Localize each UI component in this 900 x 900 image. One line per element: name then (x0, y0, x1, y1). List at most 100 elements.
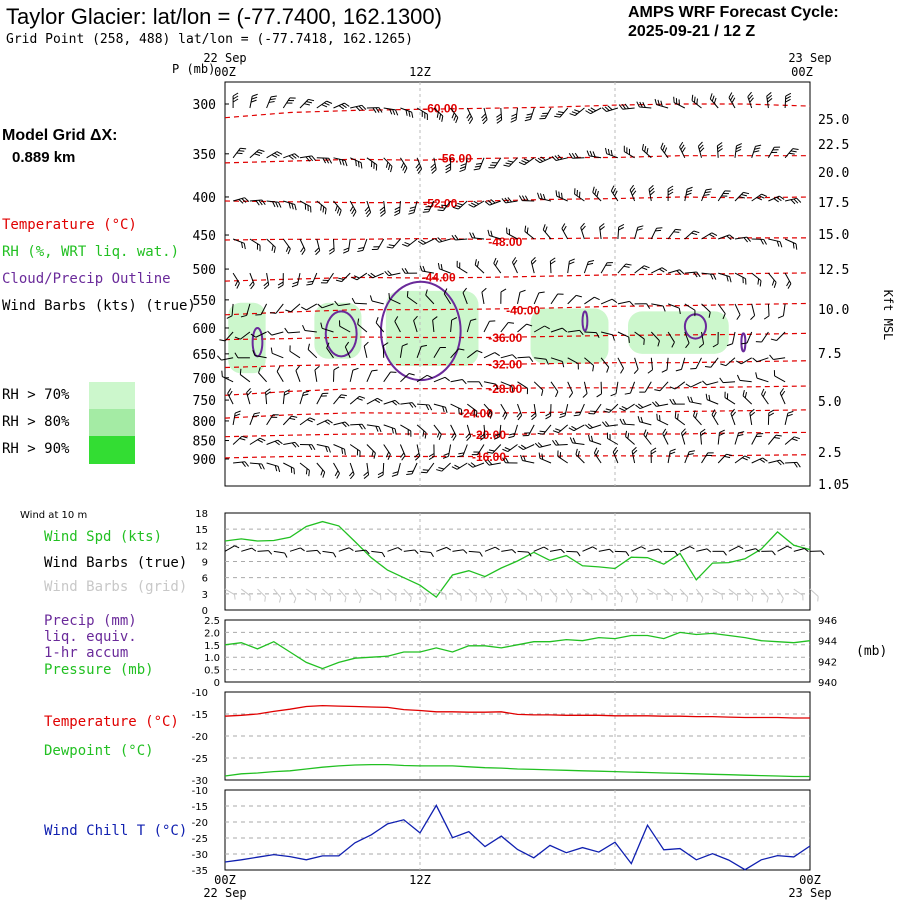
xs-wind-barb-staff (258, 372, 267, 383)
xs-wind-barb-flag (610, 185, 615, 192)
isotherm-label-6: -36.00 (488, 331, 522, 345)
grid-point-label: Grid Point (258, 488) lat/lon = (-77.741… (6, 32, 413, 47)
xs-wind-barb (518, 444, 535, 451)
xs-wind-barb (301, 303, 318, 311)
xs-wind-barb (384, 270, 401, 277)
xs-wind-barb-flag (232, 92, 239, 97)
xs-wind-barb-staff (333, 238, 335, 252)
xs-wind-barb-flag (415, 163, 420, 169)
xs-wind-barb-flag (762, 457, 768, 462)
xs-wind-barb-flag (769, 354, 774, 360)
legend-wind-chill: Wind Chill T (°C) (44, 823, 188, 839)
xs-wind-barb-flag (726, 393, 729, 400)
xs-wind-barb-flag (351, 276, 358, 281)
model-grid-value: 0.889 km (12, 149, 76, 166)
xs-wind-barb-flag (308, 444, 313, 450)
xs-wind-barb-staff (466, 320, 472, 333)
xs-wind-barb-staff (701, 452, 709, 464)
xs-wind-barb-staff (349, 157, 362, 164)
xs-wind-barb (400, 107, 414, 118)
xs-wind-barb-staff (240, 331, 251, 340)
xs-wind-barb (422, 200, 435, 213)
xs-wind-barb-staff (722, 381, 736, 384)
xs-wind-barb-flag (232, 95, 239, 100)
xs-wind-barb-flag (649, 190, 655, 196)
xs-wind-barb-flag (508, 435, 515, 439)
xs-wind-barb-staff (266, 462, 279, 467)
xs-wind-barb-flag (685, 192, 692, 196)
xs-wind-barb-flag (470, 318, 477, 321)
sfc-wind-barb-grid-flag (540, 596, 543, 602)
windchill-plot-frame (224, 789, 811, 871)
xs-wind-barb-staff (717, 190, 726, 202)
xs-wind-barb-flag (271, 95, 277, 98)
xs-wind-barb-flag (558, 111, 564, 114)
xs-wind-barb-staff (768, 272, 777, 283)
xs-wind-barb (433, 424, 442, 440)
xs-wind-barb-flag (302, 393, 309, 396)
xs-wind-barb-flag (284, 389, 291, 393)
xs-wind-barb-flag (320, 282, 327, 284)
xs-wind-barb-flag (773, 198, 779, 203)
xs-wind-barb-flag (531, 415, 537, 421)
xs-wind-barb-staff (441, 462, 451, 472)
xs-wind-barb (751, 457, 768, 464)
xs-wind-barb (667, 331, 675, 348)
sfc-wind-barb-grid (614, 588, 623, 603)
xs-wind-barb (500, 381, 514, 393)
xs-wind-barb-flag (604, 421, 610, 427)
sfc-wind-barb-true-flag (787, 545, 792, 549)
xs-wind-barb (603, 403, 619, 413)
xs-wind-barb (484, 459, 501, 466)
xs-wind-barb (567, 258, 575, 274)
xs-wind-barb-staff (314, 369, 318, 382)
xs-wind-barb-flag (779, 388, 784, 394)
legend-temperature: Temperature (°C) (2, 217, 137, 233)
xs-wind-barb-flag (681, 428, 686, 434)
xs-wind-barb-flag (726, 453, 733, 456)
xs-wind-barb (282, 389, 291, 405)
xs-wind-barb-flag (675, 98, 678, 104)
xs-wind-barb-staff (600, 357, 610, 368)
xs-wind-barb (761, 388, 769, 405)
xs-wind-barb-staff (422, 238, 435, 245)
xs-wind-barb (785, 461, 801, 468)
xs-wind-barb-staff (590, 107, 602, 115)
xs-wind-barb-flag (445, 166, 451, 171)
xs-wind-barb-flag (307, 205, 309, 212)
sfc-wind-barb-grid-flag (802, 595, 804, 601)
isotherm-line-0 (224, 103, 811, 119)
xs-wind-barb-flag (541, 390, 544, 396)
xs-wind-barb (654, 98, 669, 109)
xs-wind-barb-staff (483, 403, 493, 414)
xs-wind-barb-flag (786, 413, 793, 417)
xs-wind-barb (717, 453, 733, 464)
xs-wind-barb-flag (301, 249, 306, 255)
xs-wind-barb (299, 98, 315, 109)
sfc-wind-barb-true-staff (517, 550, 529, 553)
xs-wind-barb-flag (747, 91, 752, 97)
xs-wind-barb-flag (639, 101, 643, 108)
xs-wind-barb-flag (502, 457, 506, 464)
xs-wind-barb-flag (334, 470, 339, 477)
xs-wind-barb-flag (338, 105, 345, 110)
xs-wind-barb-staff (782, 303, 786, 316)
xs-wind-barb (520, 454, 535, 464)
xs-wind-barb-flag (335, 279, 342, 283)
xs-wind-barb-staff (349, 462, 355, 475)
xs-wind-barb-staff (388, 272, 401, 277)
xs-wind-barb-flag (577, 450, 580, 457)
xs-wind-barb-staff (316, 238, 321, 251)
xs-wind-barb (557, 450, 568, 464)
sfc-wind-barb-true-staff (403, 549, 415, 552)
xs-wind-barb-flag (726, 343, 733, 347)
xs-wind-barb (445, 157, 452, 174)
xs-wind-barb (266, 95, 277, 109)
sfc-wind-barb-true-flag (234, 545, 240, 549)
xs-wind-barb (328, 238, 335, 255)
xs-wind-barb-flag (454, 234, 459, 241)
xs-wind-barb-staff (517, 403, 523, 416)
xs-wind-barb-flag (660, 100, 663, 107)
xs-wind-barb-flag (474, 259, 477, 266)
xs-wind-barb-flag (620, 368, 624, 374)
